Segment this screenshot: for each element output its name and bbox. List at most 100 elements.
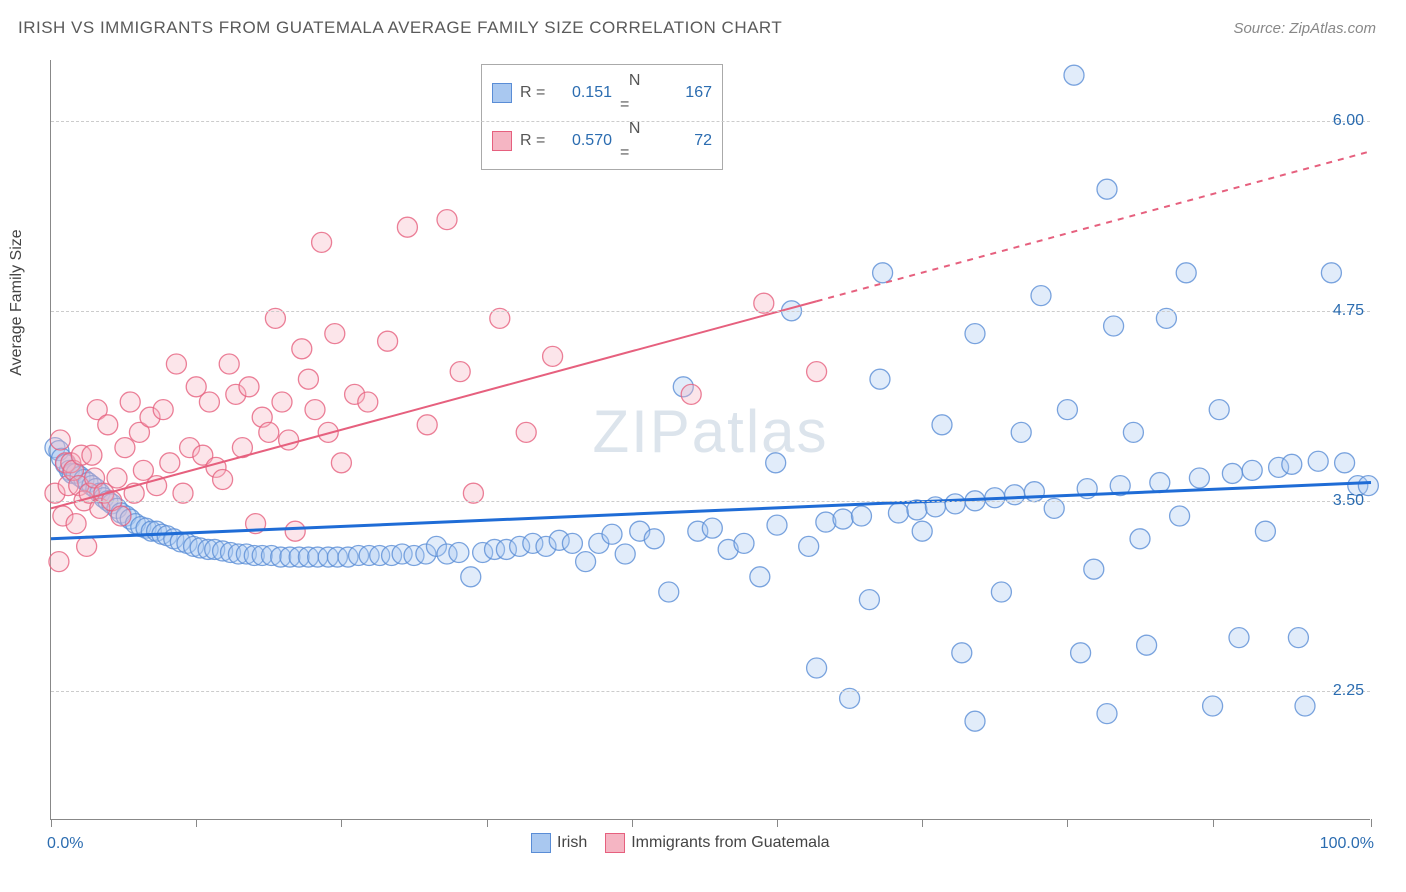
data-point (1097, 179, 1117, 199)
data-point (77, 536, 97, 556)
data-point (1130, 529, 1150, 549)
x-tick (341, 819, 342, 827)
x-tick (1371, 819, 1372, 827)
x-tick (1067, 819, 1068, 827)
data-point (767, 515, 787, 535)
data-point (199, 392, 219, 412)
x-axis-label-max: 100.0% (1320, 835, 1374, 853)
data-point (378, 331, 398, 351)
data-point (1209, 400, 1229, 420)
data-point (543, 346, 563, 366)
data-point (873, 263, 893, 283)
stat-label-n: N = (620, 69, 652, 117)
data-point (449, 542, 469, 562)
data-point (1282, 454, 1302, 474)
data-point (331, 453, 351, 473)
data-point (49, 552, 69, 572)
swatch-guatemala (605, 833, 625, 853)
x-tick (1213, 819, 1214, 827)
data-point (1031, 286, 1051, 306)
swatch-guatemala (492, 131, 512, 151)
data-point (965, 711, 985, 731)
data-point (851, 506, 871, 526)
stat-label-n: N = (620, 117, 652, 165)
data-point (870, 369, 890, 389)
gridline (51, 501, 1370, 502)
legend-item-guatemala: Immigrants from Guatemala (605, 833, 829, 853)
x-tick (487, 819, 488, 827)
data-point (702, 518, 722, 538)
data-point (799, 536, 819, 556)
data-point (417, 415, 437, 435)
data-point (965, 324, 985, 344)
data-point (285, 521, 305, 541)
data-point (1176, 263, 1196, 283)
data-point (50, 430, 70, 450)
data-point (1084, 559, 1104, 579)
data-point (945, 494, 965, 514)
data-point (1308, 451, 1328, 471)
data-point (602, 524, 622, 544)
data-point (932, 415, 952, 435)
data-point (1255, 521, 1275, 541)
data-point (1137, 635, 1157, 655)
data-point (437, 210, 457, 230)
data-point (766, 453, 786, 473)
data-point (833, 509, 853, 529)
data-point (292, 339, 312, 359)
data-point (1189, 468, 1209, 488)
data-point (312, 232, 332, 252)
data-point (1222, 463, 1242, 483)
trend-line-dashed (817, 151, 1371, 301)
data-point (213, 470, 233, 490)
data-point (952, 643, 972, 663)
source-label: Source: ZipAtlas.com (1233, 20, 1376, 37)
data-point (111, 506, 131, 526)
data-point (1295, 696, 1315, 716)
swatch-irish (531, 833, 551, 853)
data-point (160, 453, 180, 473)
gridline (51, 121, 1370, 122)
data-point (166, 354, 186, 374)
data-point (1057, 400, 1077, 420)
data-point (576, 552, 596, 572)
data-point (358, 392, 378, 412)
page-title: IRISH VS IMMIGRANTS FROM GUATEMALA AVERA… (18, 18, 782, 38)
data-point (239, 377, 259, 397)
data-point (1071, 643, 1091, 663)
y-tick-label: 6.00 (1333, 112, 1364, 130)
correlation-chart: ZIPatlas R = 0.151 N = 167 R = 0.570 N =… (50, 60, 1370, 820)
stat-n-guatemala: 72 (660, 129, 712, 153)
stats-row-guatemala: R = 0.570 N = 72 (492, 117, 712, 165)
data-point (461, 567, 481, 587)
x-tick (777, 819, 778, 827)
data-point (66, 514, 86, 534)
x-tick (922, 819, 923, 827)
gridline (51, 311, 1370, 312)
data-point (644, 529, 664, 549)
data-point (750, 567, 770, 587)
data-point (912, 521, 932, 541)
y-tick-label: 4.75 (1333, 302, 1364, 320)
data-point (325, 324, 345, 344)
stat-r-guatemala: 0.570 (560, 129, 612, 153)
x-tick (51, 819, 52, 827)
x-axis-label-min: 0.0% (47, 835, 83, 853)
legend-label-guatemala: Immigrants from Guatemala (631, 834, 829, 852)
stat-label-r: R = (520, 129, 552, 153)
data-point (807, 362, 827, 382)
data-point (115, 438, 135, 458)
stats-legend: R = 0.151 N = 167 R = 0.570 N = 72 (481, 64, 723, 170)
y-axis-title: Average Family Size (8, 229, 26, 375)
data-point (259, 422, 279, 442)
data-point (219, 354, 239, 374)
data-point (272, 392, 292, 412)
data-point (1064, 65, 1084, 85)
chart-svg (51, 60, 1371, 820)
plot-area: ZIPatlas R = 0.151 N = 167 R = 0.570 N =… (50, 60, 1370, 820)
data-point (734, 533, 754, 553)
swatch-irish (492, 83, 512, 103)
data-point (516, 422, 536, 442)
data-point (1288, 628, 1308, 648)
data-point (1203, 696, 1223, 716)
